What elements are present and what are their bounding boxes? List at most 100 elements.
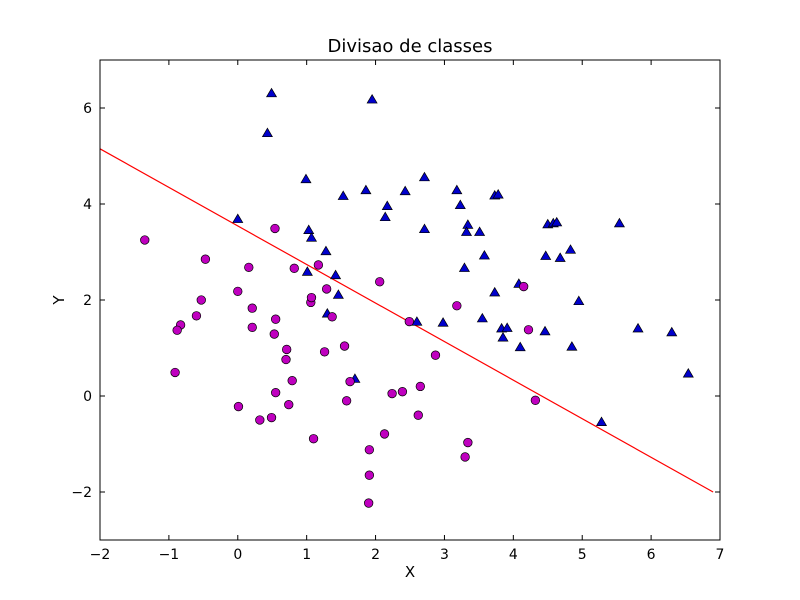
triangle-point — [261, 127, 273, 138]
triangle-point — [265, 87, 278, 98]
triangle-point — [492, 188, 504, 199]
triangle-point — [337, 190, 349, 200]
circle-point — [460, 452, 470, 462]
circle-point — [244, 262, 254, 273]
triangle-point — [332, 289, 344, 299]
circle-point — [196, 295, 206, 305]
triangle-point — [613, 217, 625, 228]
triangle-point — [540, 250, 552, 260]
triangle-point — [300, 173, 312, 184]
triangle-point — [399, 185, 411, 196]
circle-point — [247, 303, 257, 313]
circle-point — [271, 314, 281, 324]
triangle-point — [476, 312, 488, 323]
triangle-point — [418, 171, 431, 182]
triangle-point — [437, 317, 449, 327]
circle-point — [375, 277, 385, 287]
circle-point — [200, 254, 211, 264]
circle-point — [306, 292, 317, 303]
triangle-point — [564, 244, 577, 254]
triangle-point — [458, 262, 470, 272]
triangle-point — [303, 224, 315, 234]
y-tick-label: −2 — [71, 485, 92, 501]
triangle-point — [454, 199, 466, 210]
x-tick-label: 6 — [647, 547, 656, 563]
plot-frame — [99, 59, 721, 541]
circle-point — [282, 344, 292, 355]
circle-point — [341, 396, 352, 406]
x-tick-label: 0 — [233, 547, 242, 563]
x-tick-label: 2 — [371, 547, 380, 563]
triangle-point — [474, 226, 486, 236]
triangle-point — [514, 341, 526, 352]
axis-ticks: −2 −1 0 1 2 3 4 5 6 7 −2 0 2 4 6 — [71, 60, 724, 563]
triangle-point — [320, 245, 332, 256]
plot-area — [99, 87, 714, 508]
circle-point — [255, 415, 265, 425]
circle-point — [170, 367, 180, 378]
circle-point — [191, 311, 202, 321]
triangle-point — [305, 232, 318, 242]
triangle-point — [360, 184, 372, 195]
triangle-point — [539, 325, 551, 336]
circle-point — [172, 325, 182, 335]
circle-point — [345, 376, 355, 387]
triangle-point — [301, 266, 313, 276]
circle-point — [321, 284, 332, 294]
triangle-point — [379, 211, 391, 222]
circle-point — [327, 312, 337, 322]
y-tick-label: 0 — [83, 389, 92, 405]
triangle-point — [554, 252, 566, 262]
circle-point — [233, 401, 244, 412]
triangle-point — [497, 332, 509, 342]
triangle-point — [462, 219, 474, 229]
circle-point — [289, 263, 299, 273]
circle-point — [364, 498, 374, 508]
triangle-point — [501, 322, 513, 332]
y-tick-label: 2 — [83, 293, 92, 309]
circle-point — [313, 260, 324, 270]
circle-point — [269, 329, 279, 339]
circle-point — [284, 399, 294, 410]
triangle-point — [451, 184, 463, 195]
x-tick-label: 7 — [716, 547, 725, 563]
circle-point — [415, 381, 425, 392]
circle-point — [430, 350, 441, 360]
circle-point — [364, 445, 375, 455]
circle-point — [413, 410, 423, 420]
triangle-point — [460, 226, 473, 236]
x-axis-label: X — [405, 563, 415, 581]
chart-title: Divisao de classes — [327, 36, 492, 57]
circle-point — [319, 347, 330, 357]
triangle-point — [381, 200, 393, 210]
triangle-point — [478, 249, 490, 260]
triangle-point — [232, 213, 244, 223]
circle-point — [452, 301, 462, 311]
circle-point — [339, 341, 350, 351]
triangle-point — [595, 416, 608, 426]
circle-point — [271, 387, 281, 398]
triangle-point — [330, 269, 342, 280]
circle-point — [397, 387, 408, 397]
triangle-point — [682, 368, 694, 378]
triangle-point — [418, 223, 431, 234]
circle-point — [247, 322, 257, 333]
x-tick-label: 3 — [440, 547, 449, 563]
triangle-point — [551, 216, 563, 227]
triangle-point — [573, 295, 585, 306]
circle-point — [387, 388, 397, 399]
circle-point — [379, 429, 390, 439]
x-tick-label: −1 — [159, 547, 180, 563]
x-tick-label: 5 — [578, 547, 587, 563]
circle-point — [308, 434, 319, 444]
circle-point — [463, 437, 473, 448]
circle-point — [281, 354, 291, 365]
y-tick-label: 6 — [83, 101, 92, 117]
circle-point — [233, 286, 243, 297]
circle-point — [140, 235, 150, 245]
circle-point — [523, 325, 534, 335]
triangle-point — [632, 322, 644, 333]
triangle-point — [666, 326, 678, 337]
triangle-point — [489, 286, 501, 297]
